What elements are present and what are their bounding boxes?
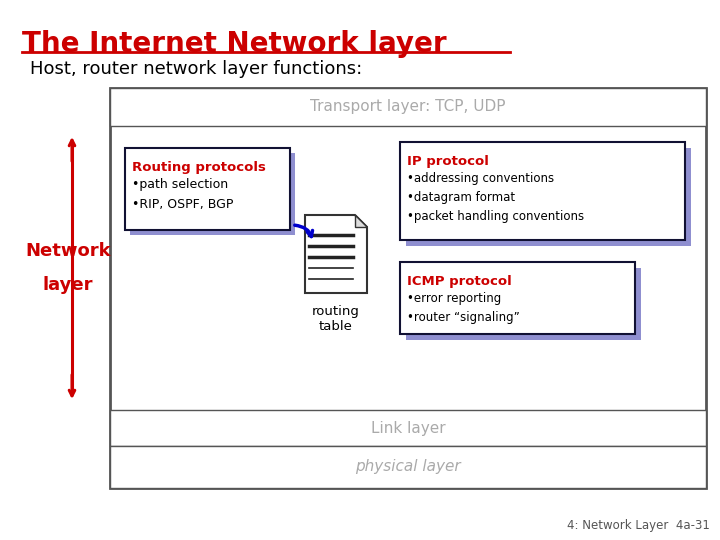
Text: Host, router network layer functions:: Host, router network layer functions:: [30, 60, 362, 78]
Polygon shape: [355, 215, 367, 227]
Text: •RIP, OSPF, BGP: •RIP, OSPF, BGP: [132, 198, 233, 211]
Text: Routing protocols: Routing protocols: [132, 161, 266, 174]
Text: •packet handling conventions: •packet handling conventions: [407, 210, 584, 223]
Bar: [406, 148, 691, 246]
Text: •router “signaling”: •router “signaling”: [407, 311, 520, 324]
Text: •error reporting: •error reporting: [407, 292, 501, 305]
Text: layer: layer: [42, 276, 94, 294]
Text: •addressing conventions: •addressing conventions: [407, 172, 554, 185]
Bar: [406, 268, 641, 340]
Bar: [110, 446, 706, 488]
Text: Transport layer: TCP, UDP: Transport layer: TCP, UDP: [310, 99, 505, 114]
Bar: [130, 153, 295, 235]
Bar: [125, 148, 290, 230]
Bar: [400, 142, 685, 240]
Polygon shape: [305, 215, 367, 293]
Bar: [400, 262, 635, 334]
Text: •datagram format: •datagram format: [407, 191, 515, 204]
Text: 4: Network Layer  4a-31: 4: Network Layer 4a-31: [567, 519, 710, 532]
Text: Link layer: Link layer: [371, 421, 445, 435]
Text: The Internet Network layer: The Internet Network layer: [22, 30, 446, 58]
Text: routing
table: routing table: [312, 305, 360, 333]
Text: physical layer: physical layer: [355, 460, 461, 475]
Text: IP protocol: IP protocol: [407, 155, 489, 168]
Text: •path selection: •path selection: [132, 178, 228, 191]
Bar: [110, 410, 706, 446]
Bar: [110, 88, 706, 126]
Text: Network: Network: [25, 242, 111, 260]
Text: ICMP protocol: ICMP protocol: [407, 275, 512, 288]
Bar: [110, 88, 706, 488]
